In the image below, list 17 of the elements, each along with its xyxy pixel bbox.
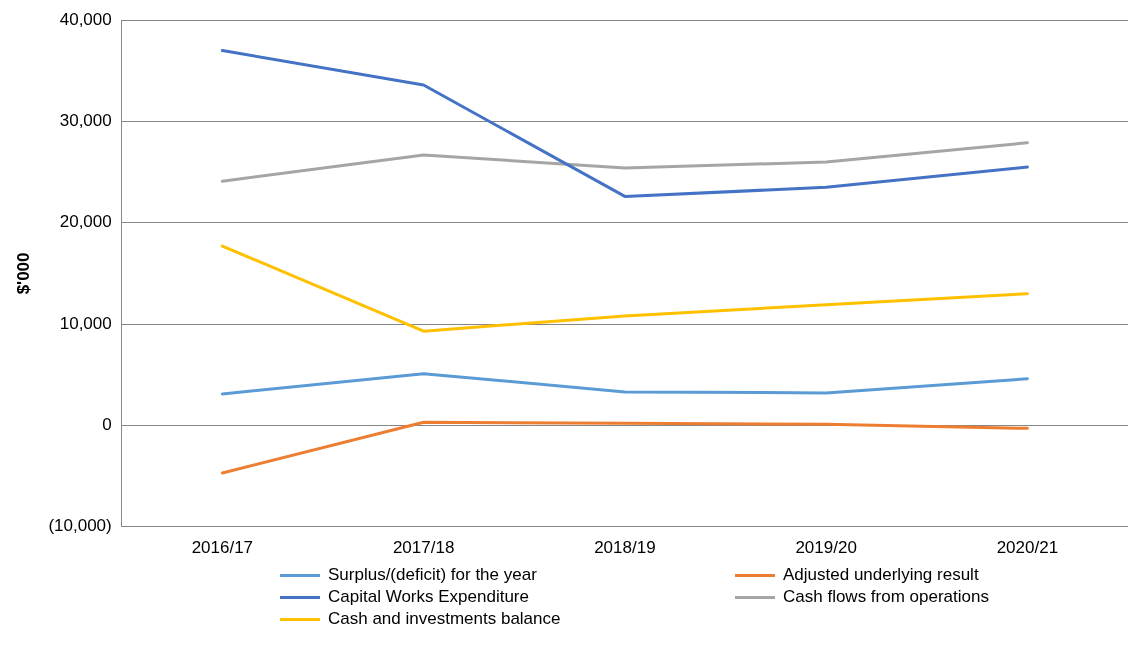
x-tick-label: 2020/21 xyxy=(996,538,1059,558)
y-tick-label: (10,000) xyxy=(48,516,112,536)
legend-label: Capital Works Expenditure xyxy=(328,587,529,607)
legend-label: Adjusted underlying result xyxy=(783,565,979,585)
y-tick-label: 40,000 xyxy=(59,9,112,29)
y-axis-title: $'000 xyxy=(13,252,33,295)
x-tick-label: 2018/19 xyxy=(594,538,656,558)
y-tick-label: 10,000 xyxy=(59,313,112,333)
legend-label: Surplus/(deficit) for the year xyxy=(328,565,537,585)
x-tick-label: 2016/17 xyxy=(191,538,254,558)
x-tick-label: 2017/18 xyxy=(392,538,455,558)
y-tick-label: 0 xyxy=(102,415,112,435)
x-tick-label: 2019/20 xyxy=(795,538,857,558)
legend-label: Cash and investments balance xyxy=(328,609,561,629)
y-tick-label: 30,000 xyxy=(59,111,112,131)
y-tick-label: 20,000 xyxy=(59,212,112,232)
legend-label: Cash flows from operations xyxy=(783,587,989,607)
